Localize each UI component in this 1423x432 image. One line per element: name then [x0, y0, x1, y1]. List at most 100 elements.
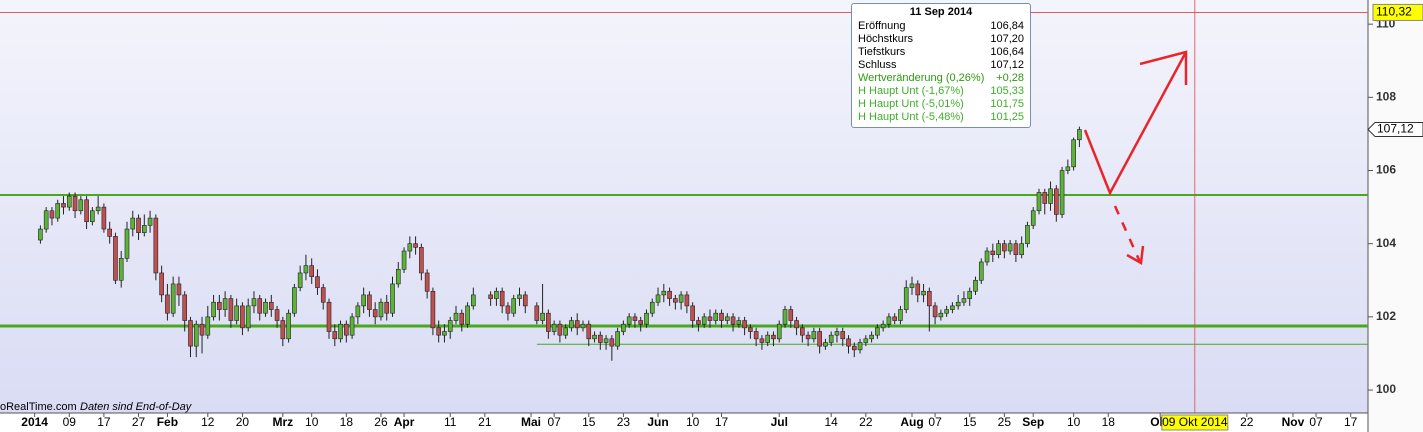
candle-body — [661, 290, 667, 296]
candle-body — [297, 272, 303, 288]
candle-body — [66, 195, 72, 208]
candle-body — [713, 312, 719, 321]
candle-body — [892, 316, 897, 321]
candle-body — [1071, 139, 1076, 168]
footer-source: oRealTime.com — [0, 401, 77, 413]
candle-body — [551, 323, 557, 332]
candle-body — [251, 298, 257, 307]
candle-body — [511, 298, 517, 314]
candle-body — [118, 258, 124, 281]
y-axis-background — [1368, 0, 1423, 432]
candle-body — [320, 287, 326, 303]
candle-body — [719, 312, 724, 321]
candle-body — [90, 210, 95, 223]
candle-body — [586, 323, 592, 340]
candle-body — [540, 312, 545, 321]
candle-body — [136, 217, 141, 234]
candle-body — [1065, 166, 1071, 171]
candle-body — [794, 320, 799, 329]
candle-body — [38, 228, 43, 241]
candle-body — [257, 298, 263, 314]
x-tick-label: 22 — [859, 415, 873, 429]
last-price-label: 107,12 — [1377, 122, 1414, 136]
tooltip-label: Schluss — [858, 59, 897, 71]
candle-body — [84, 199, 89, 223]
candle-body — [707, 316, 713, 321]
x-tick-label: Aug — [900, 415, 923, 429]
candle-body — [372, 309, 378, 318]
candle-body — [684, 294, 690, 307]
candle-body — [1030, 210, 1036, 226]
candle-body — [517, 294, 522, 299]
candle-body — [730, 316, 736, 325]
candle-body — [915, 283, 921, 296]
candle-body — [286, 312, 291, 340]
candle-body — [909, 283, 915, 288]
x-tick-label: 23 — [617, 415, 631, 429]
candle-body — [736, 320, 742, 325]
candle-body — [447, 320, 453, 332]
candle-body — [973, 279, 978, 292]
candle-body — [142, 225, 147, 234]
tooltip-label: Wertveränderung (0,26%) — [858, 72, 985, 84]
candle-body — [72, 195, 78, 212]
tooltip-label: Höchstkurs — [858, 33, 914, 45]
candle-body — [742, 320, 747, 329]
tooltip-value: 107,12 — [990, 59, 1024, 71]
candle-body — [788, 309, 794, 321]
candle-body — [361, 294, 366, 307]
x-tick-label: 18 — [1102, 415, 1116, 429]
candle-body — [349, 316, 355, 336]
crosshair-y-label: 110,32 — [1376, 5, 1412, 19]
candle-body — [1059, 170, 1065, 215]
candle-body — [124, 228, 130, 259]
tooltip-value: +0,28 — [996, 72, 1024, 84]
x-tick-label: 18 — [340, 415, 354, 429]
x-tick-label: 26 — [374, 415, 388, 429]
x-tick-label: 20 — [236, 415, 250, 429]
candle-body — [903, 287, 909, 310]
candle-body — [696, 320, 701, 325]
x-tick-label: 17 — [715, 415, 729, 429]
candle-body — [95, 206, 101, 212]
candle-body — [1007, 243, 1013, 252]
candle-body — [499, 290, 505, 307]
candle-body — [217, 301, 222, 310]
candle-body — [569, 320, 574, 329]
candle-body — [978, 261, 984, 281]
candle-body — [413, 243, 418, 248]
tooltip-value: 107,20 — [990, 33, 1024, 45]
candle-body — [494, 290, 499, 299]
tooltip-value: 106,84 — [990, 20, 1024, 32]
candle-body — [522, 294, 528, 307]
candle-body — [263, 301, 268, 314]
candle-body — [153, 217, 159, 274]
candle-body — [753, 331, 759, 340]
candle-body — [950, 305, 955, 310]
candle-body — [488, 294, 493, 299]
candle-body — [800, 327, 805, 336]
candle-body — [592, 334, 597, 340]
candle-body — [268, 301, 274, 310]
candle-body — [326, 301, 332, 332]
x-tick-label: 27 — [132, 415, 146, 429]
candle-body — [222, 298, 228, 310]
y-tick-label: 102 — [1376, 309, 1396, 323]
candle-body — [967, 290, 973, 299]
x-tick-label: 14 — [825, 415, 839, 429]
candle-body — [621, 323, 626, 332]
tooltip-row: H Haupt Unt (-5,01%) 101,75 — [858, 98, 1024, 111]
candle-body — [61, 203, 66, 208]
y-tick-label: 106 — [1376, 163, 1396, 177]
candle-body — [898, 309, 903, 321]
candle-body — [170, 283, 176, 314]
candle-body — [1054, 188, 1059, 215]
last-price-pointer — [1367, 122, 1423, 138]
tooltip-label: H Haupt Unt (-1,67%) — [858, 85, 964, 97]
candle-body — [1042, 192, 1048, 204]
candle-body — [875, 327, 880, 336]
candle-body — [459, 312, 465, 325]
tooltip-value: 101,25 — [990, 111, 1024, 123]
y-tick-label: 104 — [1376, 236, 1396, 250]
